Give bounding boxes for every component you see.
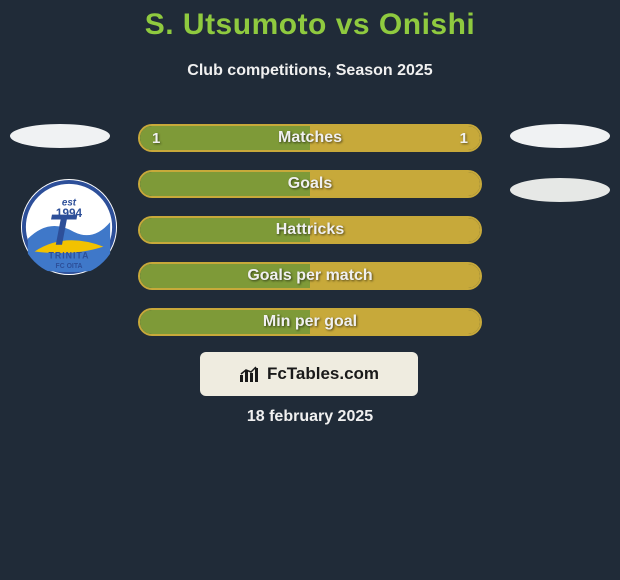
brand-chart-icon — [239, 365, 261, 383]
bar-value-right: 1 — [310, 124, 482, 152]
bar-value-left: 1 — [138, 124, 310, 152]
subtitle-text: Club competitions, Season 2025 — [187, 62, 432, 79]
bar-value-right — [310, 308, 482, 336]
bar-row: Goals per match — [138, 262, 482, 290]
bar-row: Hattricks — [138, 216, 482, 244]
date-text: 18 february 2025 — [247, 408, 373, 425]
brand-box: FcTables.com — [200, 352, 418, 396]
brand-text: FcTables.com — [267, 364, 379, 384]
bar-value-left — [138, 170, 310, 198]
svg-text:T: T — [48, 207, 78, 255]
page-title: S. Utsumoto vs Onishi — [0, 8, 620, 42]
date-label: 18 february 2025 — [0, 408, 620, 426]
bar-row: Goals — [138, 170, 482, 198]
title-text: S. Utsumoto vs Onishi — [145, 8, 476, 41]
bar-value-right — [310, 170, 482, 198]
svg-text:FC OITA: FC OITA — [56, 263, 83, 270]
team-badge-left: est 1994 T TRINITA FC OITA — [20, 178, 118, 276]
bar-value-right — [310, 262, 482, 290]
player-left-ellipse — [10, 124, 110, 148]
player-right-ellipse — [510, 124, 610, 148]
comparison-canvas: S. Utsumoto vs Onishi Club competitions,… — [0, 0, 620, 580]
bar-value-left — [138, 262, 310, 290]
bar-row: Min per goal — [138, 308, 482, 336]
bar-row: Matches11 — [138, 124, 482, 152]
svg-text:TRINITA: TRINITA — [49, 250, 90, 260]
bar-value-left — [138, 216, 310, 244]
page-subtitle: Club competitions, Season 2025 — [0, 62, 620, 80]
team-badge-left-svg: est 1994 T TRINITA FC OITA — [20, 178, 118, 276]
player-right-badge-placeholder — [510, 178, 610, 202]
bar-value-left — [138, 308, 310, 336]
bar-value-right — [310, 216, 482, 244]
